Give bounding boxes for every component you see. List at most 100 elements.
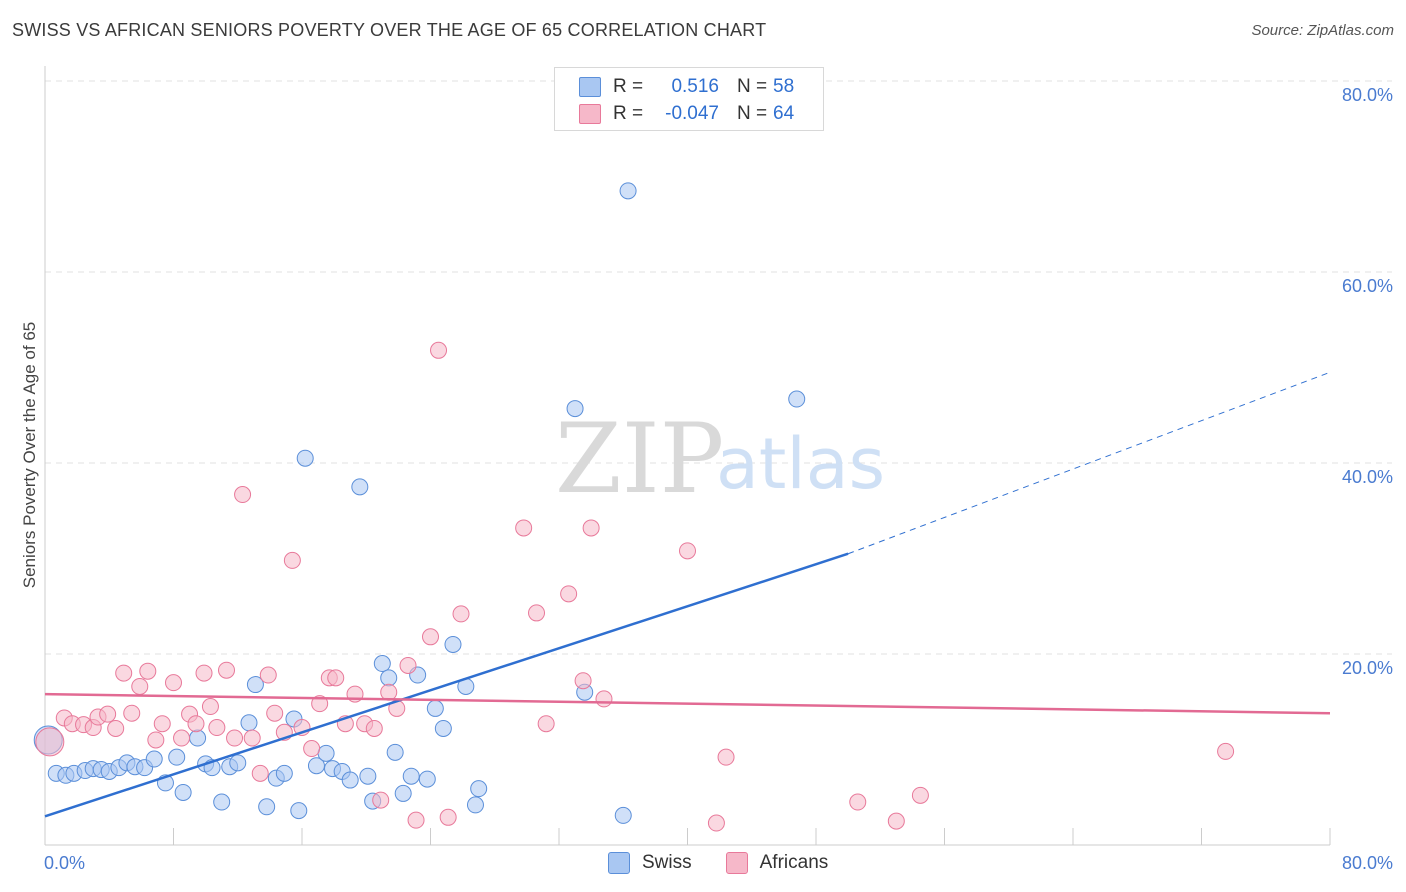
trend-lines: [44, 371, 1331, 818]
data-point: [359, 767, 377, 785]
source-label: Source: ZipAtlas.com: [1251, 22, 1394, 39]
data-point: [189, 729, 207, 747]
chart-title: SWISS VS AFRICAN SENIORS POVERTY OVER TH…: [12, 20, 767, 40]
trend-line-swiss: [44, 552, 849, 818]
data-point: [911, 786, 929, 804]
data-point: [341, 771, 359, 789]
data-point: [208, 719, 226, 737]
data-point: [174, 783, 192, 801]
data-point: [283, 551, 301, 569]
data-point: [246, 676, 264, 694]
data-point: [560, 585, 578, 603]
data-point: [582, 519, 600, 537]
data-point: [394, 784, 412, 802]
data-point: [123, 704, 141, 722]
y-tick-label: 40.0%: [1342, 467, 1393, 487]
data-point: [887, 812, 905, 830]
data-point: [165, 674, 182, 692]
n-value: 58: [773, 76, 795, 97]
data-point: [380, 669, 398, 687]
data-point: [373, 655, 391, 673]
data-point: [107, 719, 125, 737]
data-point: [275, 764, 293, 782]
gridlines: [45, 80, 1392, 655]
data-point: [234, 486, 252, 504]
data-point: [258, 798, 276, 816]
data-point: [422, 628, 439, 646]
stats-legend-row-africans: R = -0.047 N = 64: [579, 101, 794, 127]
x-tick-label: 0.0%: [44, 853, 85, 873]
data-point: [470, 780, 488, 798]
data-point: [173, 729, 191, 747]
data-point: [679, 542, 696, 560]
data-point: [402, 767, 420, 785]
y-tick-labels: 20.0% 40.0% 60.0% 80.0%: [1342, 85, 1393, 678]
swiss-legend-label: Swiss: [642, 852, 692, 873]
data-point: [619, 182, 637, 200]
data-point: [99, 705, 117, 723]
data-point: [195, 664, 213, 682]
axes: [44, 66, 1331, 846]
africans-legend-swatch: [725, 852, 748, 874]
n-label: N =: [737, 76, 768, 97]
data-point: [307, 757, 325, 775]
data-point: [303, 740, 321, 758]
data-point: [131, 677, 149, 695]
data-point: [466, 796, 484, 814]
data-point: [418, 770, 436, 788]
data-point: [566, 400, 584, 418]
r-label: R =: [613, 76, 644, 97]
watermark: ZIP atlas: [555, 403, 885, 515]
data-point: [201, 698, 219, 716]
swiss-legend-swatch: [608, 852, 630, 874]
data-point: [240, 714, 258, 732]
data-point: [452, 605, 470, 623]
africans-legend-label: Africans: [759, 852, 829, 873]
data-point: [296, 449, 314, 467]
data-point: [187, 715, 205, 733]
data-point: [717, 748, 735, 766]
y-tick-label: 20.0%: [1342, 658, 1393, 678]
data-point: [614, 806, 632, 824]
stats-legend-row-swiss: R = 0.516 N = 58: [579, 74, 794, 100]
data-point: [372, 791, 390, 809]
data-point: [528, 604, 546, 622]
data-point: [290, 802, 308, 820]
data-point: [226, 729, 244, 747]
data-point: [407, 811, 425, 829]
data-point: [317, 744, 335, 762]
y-tick-label: 80.0%: [1342, 85, 1393, 105]
data-point: [788, 390, 806, 408]
data-point: [386, 743, 404, 761]
stats-legend: R = 0.516 N = 58 R = -0.047 N = 64: [554, 67, 824, 131]
data-point: [426, 699, 444, 717]
n-value: 64: [773, 103, 795, 124]
data-point: [537, 715, 555, 733]
data-point: [139, 662, 157, 680]
x-tick-labels: 0.0% 80.0%: [44, 853, 1393, 873]
data-point: [115, 664, 133, 682]
swiss-swatch: [579, 77, 601, 97]
data-point: [515, 519, 533, 537]
r-value: 0.516: [671, 76, 719, 97]
data-point: [1217, 742, 1235, 760]
data-point: [259, 666, 277, 684]
watermark-zip: ZIP: [555, 403, 724, 515]
series-africans: [35, 341, 1235, 832]
data-point: [444, 635, 462, 653]
data-point: [229, 754, 247, 772]
data-point: [439, 808, 457, 826]
data-point: [351, 478, 369, 496]
trend-line-africans: [44, 692, 1331, 715]
trend-extension-swiss: [847, 371, 1331, 555]
data-point: [365, 719, 383, 737]
data-point: [327, 669, 345, 687]
x-tick-label: 80.0%: [1342, 853, 1393, 873]
data-point: [213, 793, 231, 811]
data-point: [147, 731, 165, 749]
y-tick-label: 60.0%: [1342, 276, 1393, 296]
data-point: [707, 814, 725, 832]
legend-item-africans: Africans: [725, 852, 829, 874]
data-point: [153, 715, 171, 733]
